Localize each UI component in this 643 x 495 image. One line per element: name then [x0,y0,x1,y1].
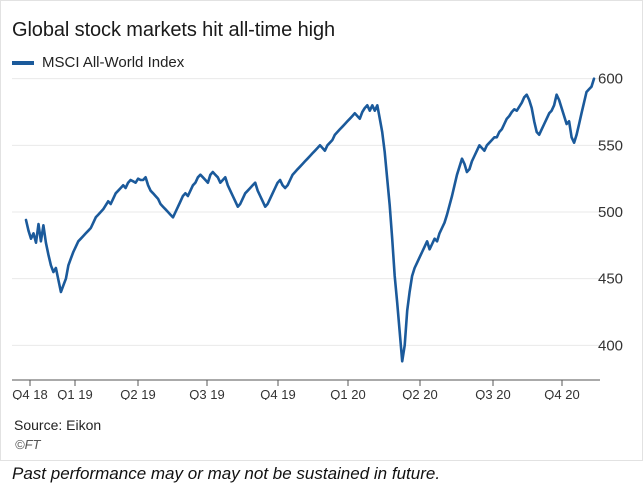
y-tick-label: 550 [598,137,623,154]
series-layer [24,77,596,363]
disclaimer-note: Past performance may or may not be susta… [12,464,441,483]
y-tick-label: 600 [598,71,623,88]
legend: MSCI All-World Index [12,54,184,71]
ft-brand-mark: ©FT [15,437,41,452]
x-tick-label: Q1 20 [330,387,365,400]
chart-title: Global stock markets hit all-time high [12,19,335,41]
x-tick-label: Q1 19 [57,387,92,400]
y-tick-label: 500 [598,204,623,221]
x-tick-label: Q4 20 [544,387,579,400]
legend-label: MSCI All-World Index [42,54,185,71]
x-tick-label: Q4 18 [12,387,47,400]
x-tick-label: Q2 20 [402,387,437,400]
x-tick-label: Q2 19 [120,387,155,400]
chart-frame [0,0,643,461]
x-tick-label: Q4 19 [260,387,295,400]
grid-lines [12,78,600,381]
source-note: Source: Eikon [14,417,102,433]
legend-swatch [12,60,34,65]
x-axis-ticks: Q4 18 Q1 19 Q2 19 Q3 19 Q4 19 Q1 20 Q2 20 Q3 20… [12,380,580,400]
y-tick-label: 400 [598,337,623,354]
y-tick-label: 450 [598,271,623,288]
series-line-0 [24,77,596,363]
y-axis-ticks: 400 450 500 550 600 [598,71,623,355]
x-tick-label: Q3 20 [475,387,510,400]
x-tick-label: Q3 19 [189,387,224,400]
